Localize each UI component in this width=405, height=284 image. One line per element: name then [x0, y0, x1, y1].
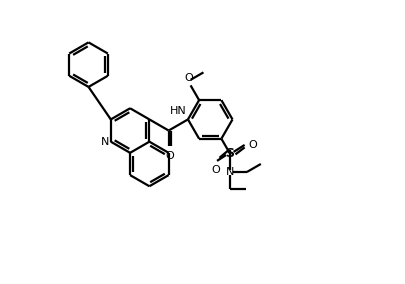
Text: O: O — [165, 151, 174, 161]
Text: N: N — [225, 167, 234, 177]
Text: O: O — [211, 165, 220, 175]
Text: O: O — [184, 73, 193, 83]
Text: N: N — [101, 137, 109, 147]
Text: O: O — [248, 140, 256, 150]
Text: HN: HN — [169, 106, 186, 116]
Text: S: S — [225, 147, 234, 160]
